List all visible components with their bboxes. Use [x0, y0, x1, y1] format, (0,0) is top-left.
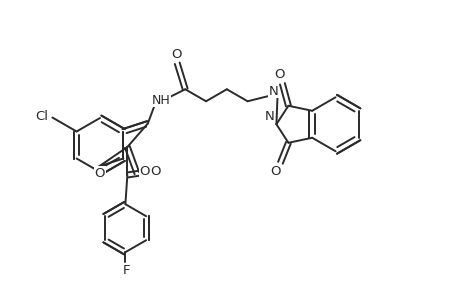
Text: F: F [123, 264, 130, 277]
Text: O: O [140, 165, 150, 178]
Text: O: O [171, 48, 181, 61]
Text: O: O [151, 164, 161, 178]
Text: NH: NH [151, 94, 170, 107]
Text: O: O [274, 68, 284, 81]
Text: N: N [268, 85, 278, 98]
Text: N: N [264, 110, 274, 123]
Text: Cl: Cl [35, 110, 48, 123]
Text: O: O [269, 165, 280, 178]
Text: O: O [95, 167, 105, 180]
